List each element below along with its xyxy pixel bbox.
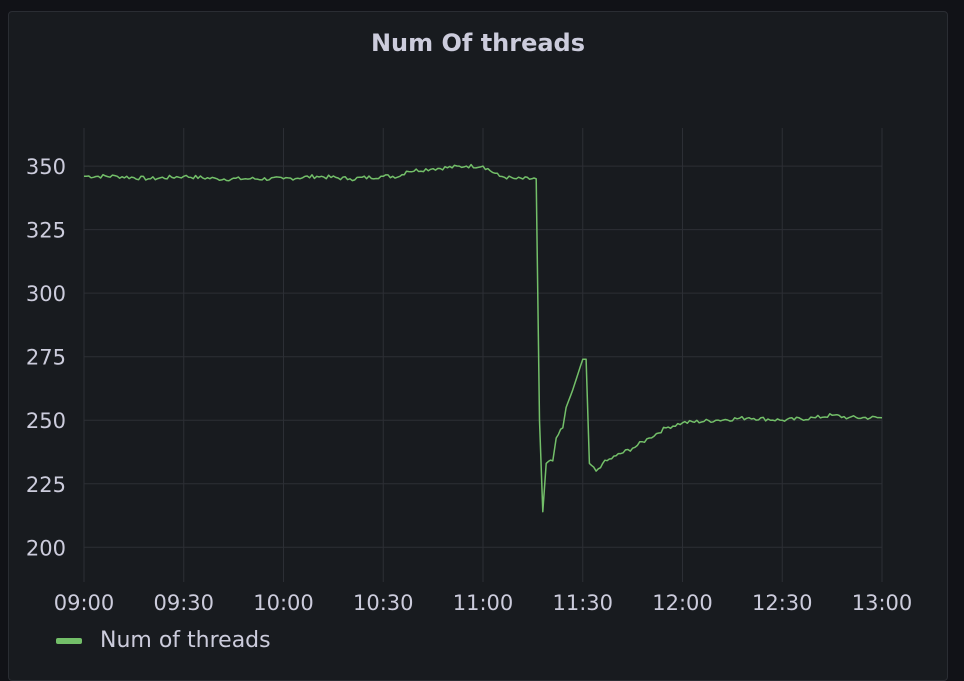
- y-tick-label: 325: [26, 219, 66, 243]
- x-tick-label: 12:00: [652, 591, 713, 615]
- y-tick-label: 350: [26, 155, 66, 179]
- x-tick-label: 11:30: [552, 591, 613, 615]
- grid: [83, 128, 883, 582]
- y-tick-label: 225: [26, 473, 66, 497]
- legend-label[interactable]: Num of threads: [100, 628, 271, 653]
- x-tick-label: 11:00: [453, 591, 514, 615]
- y-tick-label: 300: [26, 282, 66, 306]
- x-tick-label: 10:30: [353, 591, 414, 615]
- chart-panel: Num Of threads: [8, 11, 948, 681]
- y-axis-ticks: 200 225 250 275 300 325 350: [26, 155, 66, 560]
- x-tick-label: 12:30: [752, 591, 813, 615]
- y-tick-label: 250: [26, 409, 66, 433]
- x-tick-label: 09:00: [54, 591, 115, 615]
- x-tick-label: 09:30: [153, 591, 214, 615]
- legend-swatch: [56, 637, 82, 644]
- legend[interactable]: Num of threads: [56, 628, 271, 653]
- x-axis-ticks: 09:00 09:30 10:00 10:30 11:00 11:30 12:00 12:30…: [54, 591, 913, 615]
- panel-title: Num Of threads: [370, 29, 586, 57]
- x-tick-label: 13:00: [852, 591, 913, 615]
- y-tick-label: 200: [26, 536, 66, 560]
- series-layer: [84, 163, 883, 513]
- series-line: [84, 163, 883, 513]
- x-tick-label: 10:00: [253, 591, 314, 615]
- y-tick-label: 275: [26, 346, 66, 370]
